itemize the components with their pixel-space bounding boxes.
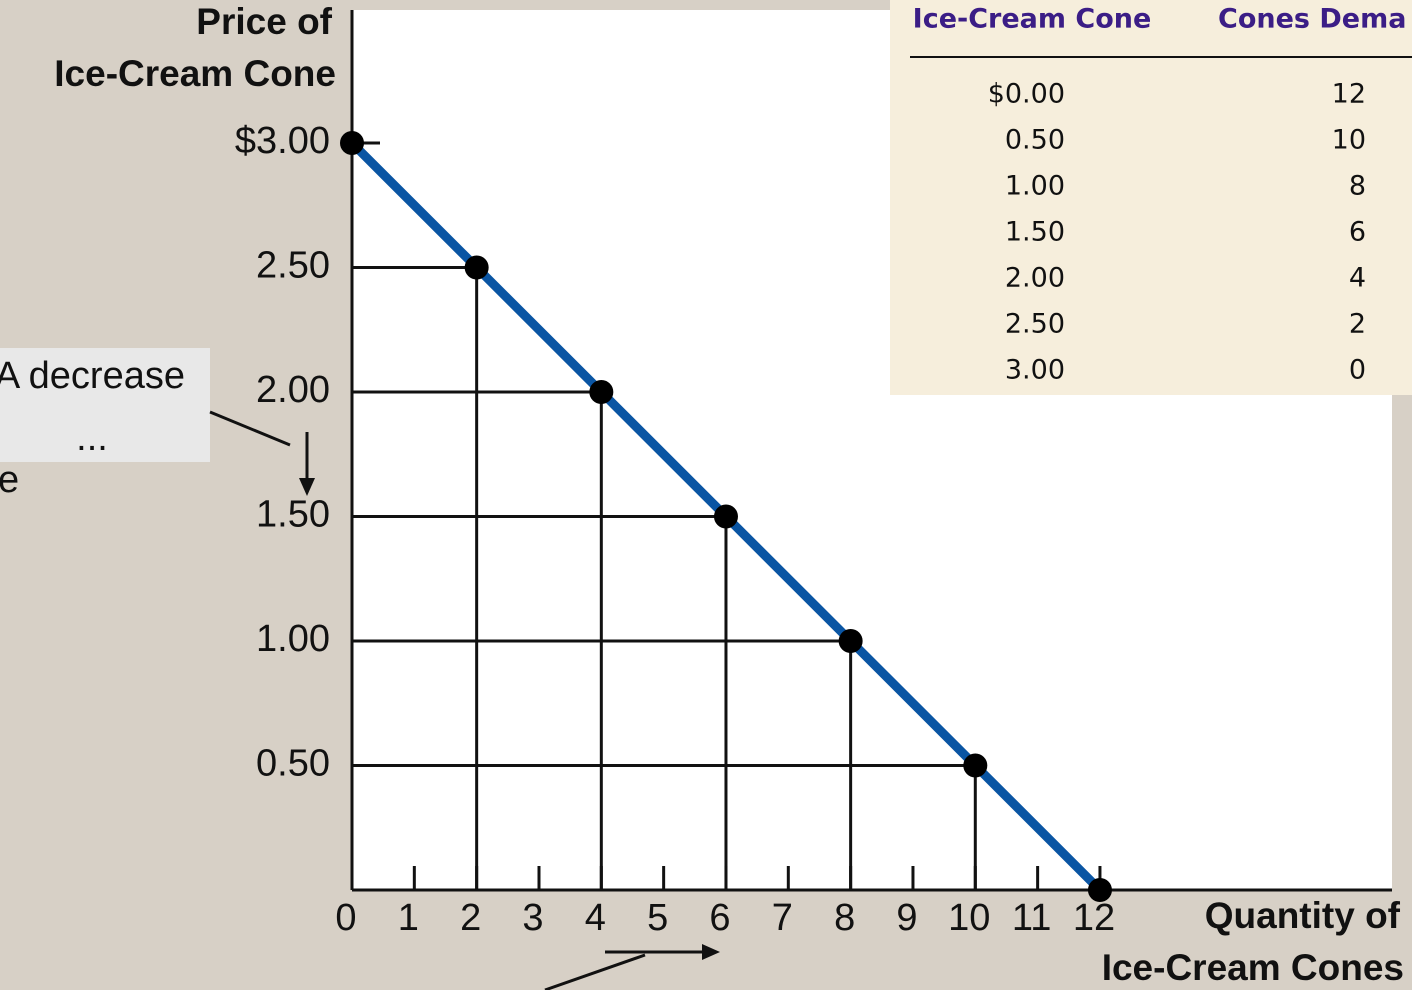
x-tick-label: 5 <box>647 897 668 939</box>
point <box>713 504 738 529</box>
y-tick-label: 1.50 <box>256 494 330 536</box>
y-tick-label: 2.50 <box>256 245 330 287</box>
arrowhead <box>299 478 315 496</box>
x-tick-label: 3 <box>522 897 543 939</box>
table-cell: 1.50 <box>1005 217 1065 248</box>
table-header: Cones Dema <box>1218 4 1406 35</box>
y-tick-label: 0.50 <box>256 743 330 785</box>
point <box>464 255 489 280</box>
x-tick-label: 7 <box>772 897 793 939</box>
x-tick-label: 2 <box>460 897 481 939</box>
point <box>1087 878 1112 902</box>
table-cell: 2.00 <box>1005 263 1065 294</box>
table-header: Ice-Cream Cone <box>913 4 1152 35</box>
point <box>340 131 364 155</box>
point <box>838 629 863 653</box>
x-axis-label: Ice-Cream Cones <box>1102 947 1404 988</box>
x-tick-label: 8 <box>834 897 855 939</box>
x-tick-label: 10 <box>948 897 990 939</box>
arrowhead <box>702 944 720 960</box>
x-tick-label: 1 <box>398 897 419 939</box>
x-axis-label: Quantity of <box>1205 895 1401 936</box>
y-axis-label: Price of <box>196 1 332 42</box>
table-cell: 12 <box>1332 79 1366 110</box>
table-cell: 4 <box>1349 263 1366 294</box>
x-tick-label: 6 <box>709 897 730 939</box>
annotation: e <box>0 459 19 501</box>
point <box>589 380 614 404</box>
table-cell: 0 <box>1349 355 1366 386</box>
table-cell: 2 <box>1349 309 1366 340</box>
table-cell: 1.00 <box>1005 171 1065 202</box>
table-cell: 6 <box>1349 217 1366 248</box>
table-cell: 2.50 <box>1005 309 1065 340</box>
annotation: ... <box>76 417 108 459</box>
x-tick-label: 9 <box>896 897 917 939</box>
table-cell: 8 <box>1349 171 1366 202</box>
table-cell: 10 <box>1332 125 1366 156</box>
table-panel <box>890 0 1412 395</box>
y-tick-label: 2.00 <box>256 369 330 411</box>
table-cell: $0.00 <box>988 79 1065 110</box>
table-cell: 3.00 <box>1005 355 1065 386</box>
y-axis-label: Ice-Cream Cone <box>54 53 336 94</box>
annotation-box <box>0 348 210 462</box>
x-tick-label: 4 <box>585 897 606 939</box>
table-cell: 0.50 <box>1005 125 1065 156</box>
point <box>963 753 988 778</box>
x-tick-label: 11 <box>1012 897 1051 939</box>
x-tick-label: 12 <box>1073 897 1115 939</box>
y-tick-label: 1.00 <box>256 618 330 660</box>
annotation: A decrease <box>0 355 185 397</box>
y-tick-label: $3.00 <box>235 120 330 162</box>
x-tick-label: 0 <box>335 897 356 939</box>
